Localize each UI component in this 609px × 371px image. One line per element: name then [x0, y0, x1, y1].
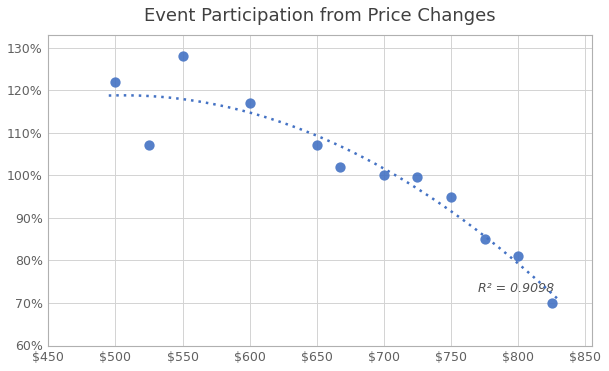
Point — [547, 300, 557, 306]
Point — [335, 164, 345, 170]
Point — [480, 236, 490, 242]
Point — [178, 53, 188, 59]
Point — [312, 142, 322, 148]
Point — [111, 79, 121, 85]
Point — [144, 142, 154, 148]
Point — [245, 100, 255, 106]
Point — [446, 194, 456, 200]
Point — [412, 174, 422, 180]
Title: Event Participation from Price Changes: Event Participation from Price Changes — [144, 7, 496, 25]
Point — [379, 172, 389, 178]
Point — [513, 253, 523, 259]
Text: R² = 0.9098: R² = 0.9098 — [478, 282, 554, 295]
